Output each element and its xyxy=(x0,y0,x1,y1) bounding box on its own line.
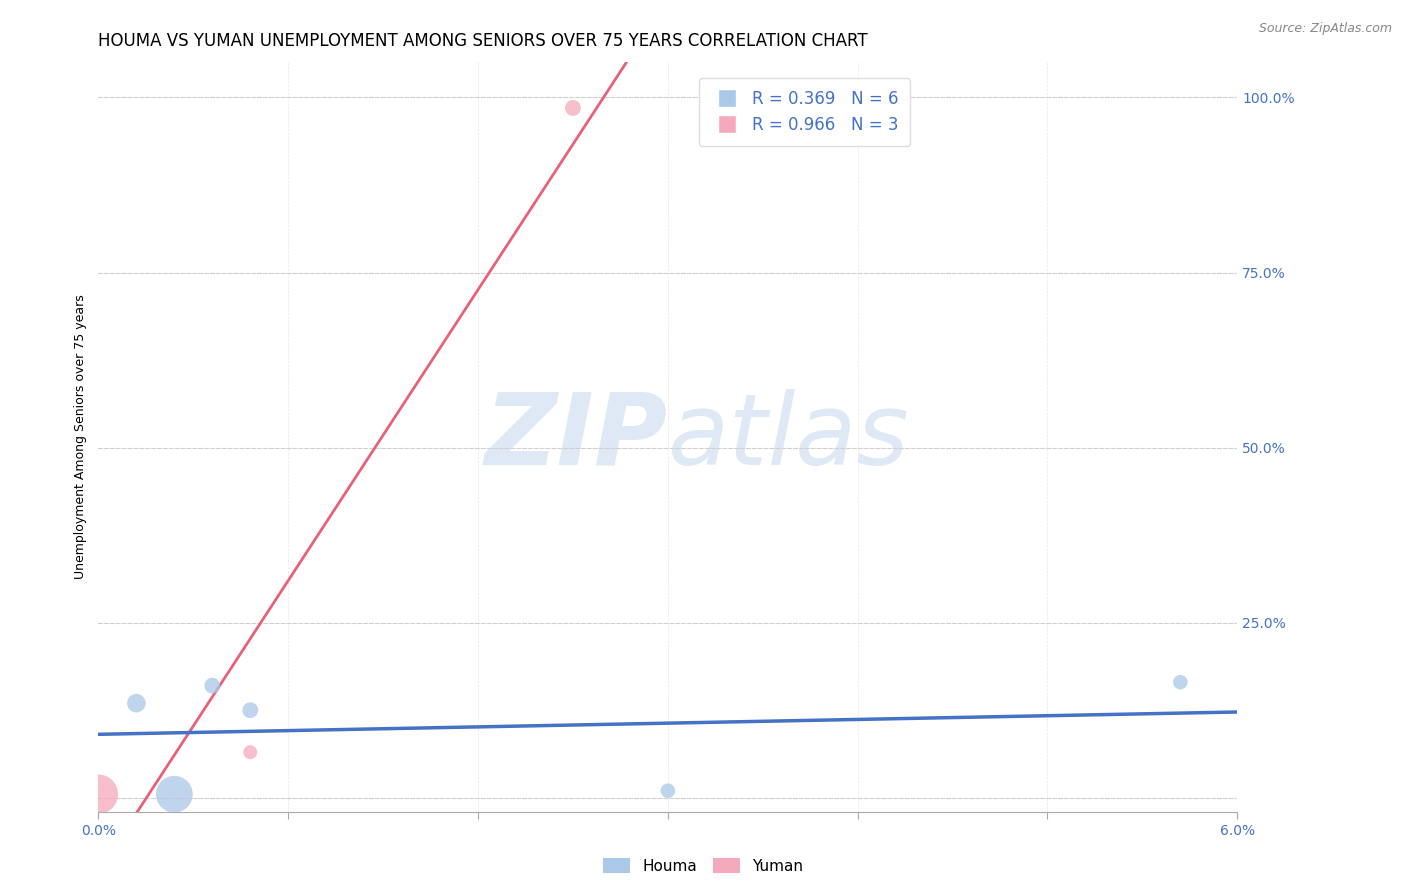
Text: HOUMA VS YUMAN UNEMPLOYMENT AMONG SENIORS OVER 75 YEARS CORRELATION CHART: HOUMA VS YUMAN UNEMPLOYMENT AMONG SENIOR… xyxy=(98,32,868,50)
Point xyxy=(87,787,110,801)
Y-axis label: Unemployment Among Seniors over 75 years: Unemployment Among Seniors over 75 years xyxy=(75,294,87,580)
Legend: R = 0.369   N = 6, R = 0.966   N = 3: R = 0.369 N = 6, R = 0.966 N = 3 xyxy=(699,78,910,146)
Point xyxy=(1170,675,1192,690)
Text: ZIP: ZIP xyxy=(485,389,668,485)
Point xyxy=(125,696,148,710)
Point xyxy=(201,679,224,693)
Point xyxy=(657,783,679,797)
Point xyxy=(163,787,186,801)
Text: Source: ZipAtlas.com: Source: ZipAtlas.com xyxy=(1258,22,1392,36)
Point xyxy=(562,101,585,115)
Point xyxy=(239,703,262,717)
Text: atlas: atlas xyxy=(668,389,910,485)
Legend: Houma, Yuman: Houma, Yuman xyxy=(596,852,810,880)
Point xyxy=(239,745,262,759)
